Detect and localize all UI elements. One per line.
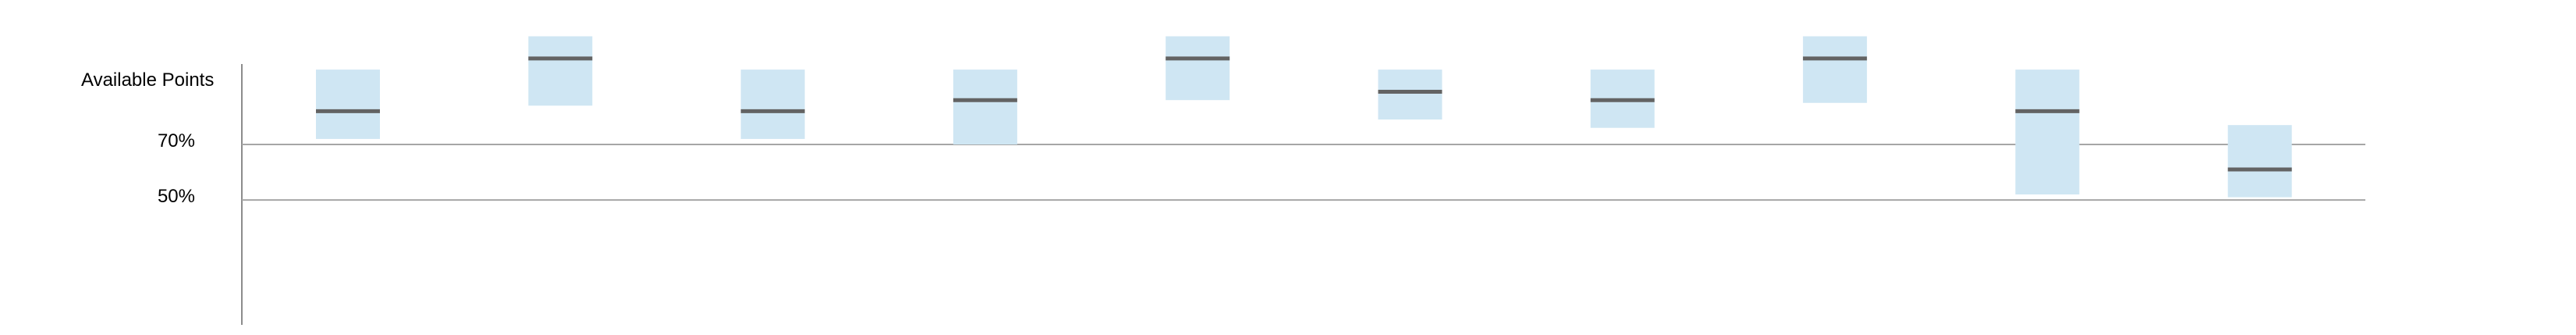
range-box-5 [1378, 69, 1442, 120]
range-box-4 [1166, 36, 1230, 101]
reference-line-label-0: 70% [158, 130, 195, 151]
range-box-3 [953, 69, 1017, 145]
range-box-9 [2227, 125, 2292, 198]
range-box-2 [740, 69, 805, 139]
range-box-1 [528, 36, 593, 106]
range-boxes [316, 36, 2292, 198]
y-axis-title: Available Points [81, 69, 214, 91]
reference-lines: 70% 50% [158, 130, 2365, 207]
range-box-0 [316, 69, 380, 139]
range-box-7 [1803, 36, 1868, 103]
range-box-8 [2015, 69, 2080, 194]
reference-line-label-1: 50% [158, 186, 195, 207]
